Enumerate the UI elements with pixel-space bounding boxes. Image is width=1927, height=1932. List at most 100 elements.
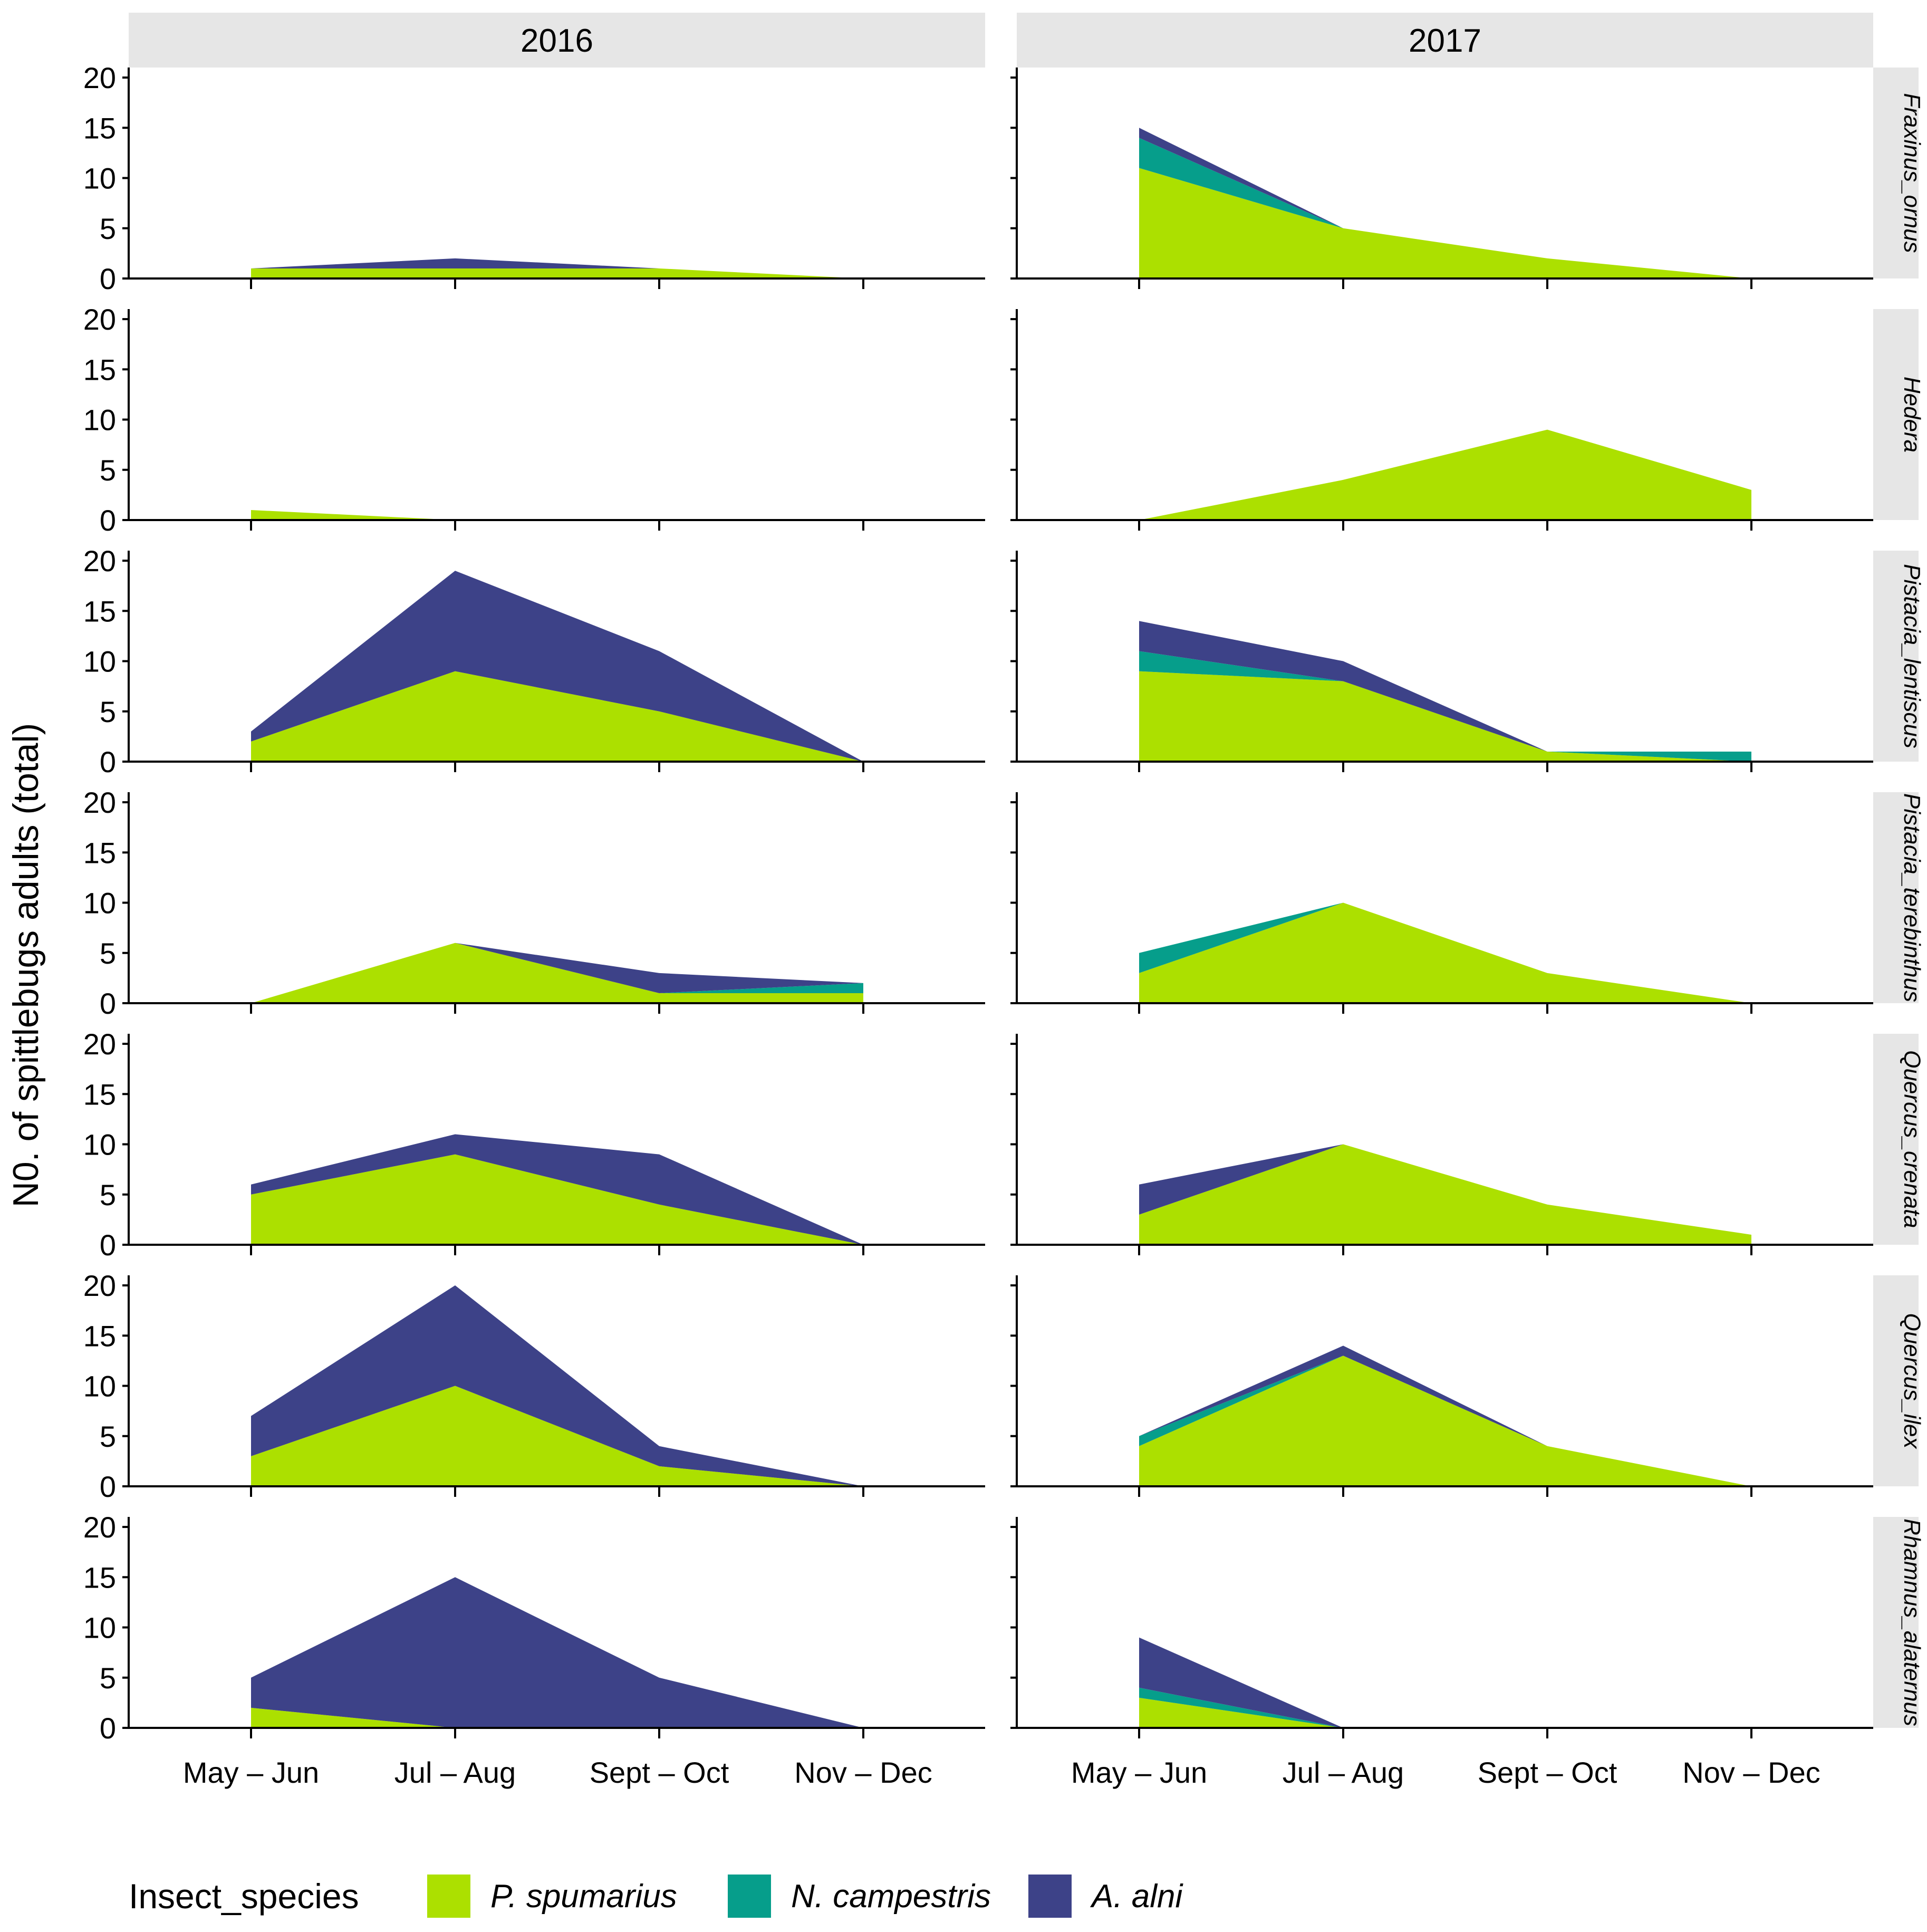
area-n-campestris bbox=[1139, 651, 1751, 762]
y-tick-label: 0 bbox=[100, 1712, 116, 1745]
plant-strip-label: Pistacia_lentiscus bbox=[1899, 564, 1925, 748]
x-tick-label: Sept – Oct bbox=[590, 1756, 729, 1789]
y-axis-title: N0. of spittlebugs adults (total) bbox=[6, 723, 46, 1207]
area-p-spumarius bbox=[251, 1154, 863, 1245]
area-p-spumarius bbox=[1139, 902, 1751, 1003]
area-p-spumarius bbox=[1139, 1697, 1343, 1728]
year-strip-label: 2017 bbox=[1409, 23, 1481, 59]
y-tick-label: 5 bbox=[100, 212, 116, 245]
y-tick-label: 20 bbox=[83, 303, 116, 336]
area-p-spumarius bbox=[251, 671, 863, 762]
y-tick-label: 20 bbox=[83, 1027, 116, 1061]
area-a-alni bbox=[251, 1577, 863, 1728]
panel-fraxinus-ornus-2017 bbox=[1139, 128, 1751, 279]
panel-pistacia-lentiscus-2016 bbox=[251, 571, 863, 762]
y-tick-label: 5 bbox=[100, 1178, 116, 1212]
panel-hedera-2016 bbox=[251, 510, 455, 520]
y-tick-label: 0 bbox=[100, 745, 116, 778]
area-a-alni bbox=[251, 571, 863, 762]
y-tick-label: 5 bbox=[100, 937, 116, 970]
y-tick-label: 0 bbox=[100, 504, 116, 537]
legend: Insect_species P. spumarius N. campestris A… bbox=[129, 1875, 1184, 1918]
panel-quercus-ilex-2016 bbox=[251, 1285, 863, 1486]
y-tick-label: 0 bbox=[100, 1470, 116, 1503]
plant-strip-label: Quercus_ilex bbox=[1899, 1313, 1925, 1450]
plant-strip-label: Rhamnus_alaternus bbox=[1899, 1518, 1925, 1726]
y-tick-label: 15 bbox=[83, 836, 116, 869]
legend-label: P. spumarius bbox=[490, 1878, 677, 1915]
area-a-alni bbox=[251, 1134, 863, 1245]
y-tick-label: 20 bbox=[83, 61, 116, 94]
legend-key-a-alni bbox=[1028, 1875, 1072, 1918]
x-tick-label: Jul – Aug bbox=[394, 1756, 516, 1789]
y-tick-label: 20 bbox=[83, 1511, 116, 1544]
y-tick-label: 10 bbox=[83, 645, 116, 678]
panel-pistacia-terebinthus-2016 bbox=[251, 943, 863, 1003]
y-tick-label: 0 bbox=[100, 262, 116, 295]
y-tick-label: 10 bbox=[83, 1370, 116, 1403]
area-p-spumarius bbox=[251, 1707, 863, 1728]
y-tick-label: 0 bbox=[100, 987, 116, 1020]
y-tick-label: 15 bbox=[83, 594, 116, 628]
plant-strip-label: Fraxinus_ornus bbox=[1899, 93, 1925, 253]
y-tick-label: 20 bbox=[83, 1269, 116, 1302]
x-tick-label: May – Jun bbox=[1071, 1756, 1207, 1789]
axes: 0 5 10 15 20 0 5 10 15 20 0 5 10 15 20 0 5 10 15 20 0 5 10 15 20… bbox=[83, 61, 1873, 1789]
area-a-alni bbox=[251, 258, 863, 278]
panel-fraxinus-ornus-2016 bbox=[251, 258, 863, 278]
area-a-alni bbox=[251, 943, 863, 1003]
area-p-spumarius bbox=[251, 268, 863, 278]
legend-title: Insect_species bbox=[129, 1877, 359, 1916]
plant-strip-quercus-ilex bbox=[1873, 1275, 1919, 1486]
x-tick-label: May – Jun bbox=[183, 1756, 319, 1789]
y-tick-label: 0 bbox=[100, 1228, 116, 1262]
x-tick-label: Jul – Aug bbox=[1283, 1756, 1404, 1789]
x-tick-label: Nov – Dec bbox=[794, 1756, 932, 1789]
area-p-spumarius bbox=[1139, 1356, 1751, 1486]
area-p-spumarius bbox=[251, 1386, 863, 1486]
plant-strip-pistacia-terebinthus bbox=[1873, 792, 1919, 1003]
plant-strip-fraxinus-ornus bbox=[1873, 68, 1919, 278]
y-tick-label: 10 bbox=[83, 1128, 116, 1161]
panel-hedera-2017 bbox=[1139, 429, 1751, 520]
y-tick-label: 5 bbox=[100, 1661, 116, 1695]
plant-strip-hedera bbox=[1873, 309, 1919, 520]
x-tick-label: Sept – Oct bbox=[1478, 1756, 1617, 1789]
panel-rhamnus-alaternus-2017 bbox=[1139, 1637, 1343, 1728]
year-strip-2017 bbox=[1017, 13, 1873, 68]
area-p-spumarius bbox=[1139, 168, 1751, 278]
area-a-alni bbox=[1139, 621, 1751, 752]
area-a-alni bbox=[251, 1285, 863, 1486]
legend-key-p-spumarius bbox=[427, 1875, 470, 1918]
legend-label: N. campestris bbox=[791, 1878, 991, 1915]
y-tick-label: 10 bbox=[83, 1611, 116, 1645]
plant-strip-label: Pistacia_terebinthus bbox=[1899, 793, 1925, 1002]
area-p-spumarius bbox=[1139, 1144, 1751, 1245]
y-tick-label: 5 bbox=[100, 695, 116, 728]
y-tick-label: 20 bbox=[83, 786, 116, 819]
x-tick-label: Nov – Dec bbox=[1682, 1756, 1820, 1789]
y-tick-label: 15 bbox=[83, 1319, 116, 1352]
chart-panels bbox=[251, 128, 1751, 1728]
area-p-spumarius bbox=[251, 510, 455, 520]
y-tick-label: 5 bbox=[100, 1420, 116, 1453]
panel-pistacia-terebinthus-2017 bbox=[1139, 902, 1751, 1003]
plant-strip-label: Quercus_crenata bbox=[1899, 1050, 1925, 1228]
year-strip-label: 2016 bbox=[521, 23, 593, 59]
legend-label: A. alni bbox=[1090, 1878, 1184, 1915]
y-tick-label: 20 bbox=[83, 544, 116, 578]
y-tick-label: 10 bbox=[83, 162, 116, 195]
plant-strip-rhamnus-alaternus bbox=[1873, 1517, 1919, 1728]
y-tick-label: 10 bbox=[83, 403, 116, 437]
y-tick-label: 5 bbox=[100, 454, 116, 487]
legend-key-n-campestris bbox=[728, 1875, 771, 1918]
panel-pistacia-lentiscus-2017 bbox=[1139, 621, 1751, 762]
panel-quercus-crenata-2016 bbox=[251, 1134, 863, 1245]
plant-strip-label: Hedera bbox=[1899, 377, 1925, 453]
y-tick-label: 15 bbox=[83, 353, 116, 386]
plant-strip-pistacia-lentiscus bbox=[1873, 551, 1919, 762]
y-tick-label: 15 bbox=[83, 1561, 116, 1594]
panel-quercus-ilex-2017 bbox=[1139, 1345, 1751, 1486]
area-p-spumarius bbox=[1139, 671, 1751, 762]
area-p-spumarius bbox=[1139, 429, 1751, 520]
